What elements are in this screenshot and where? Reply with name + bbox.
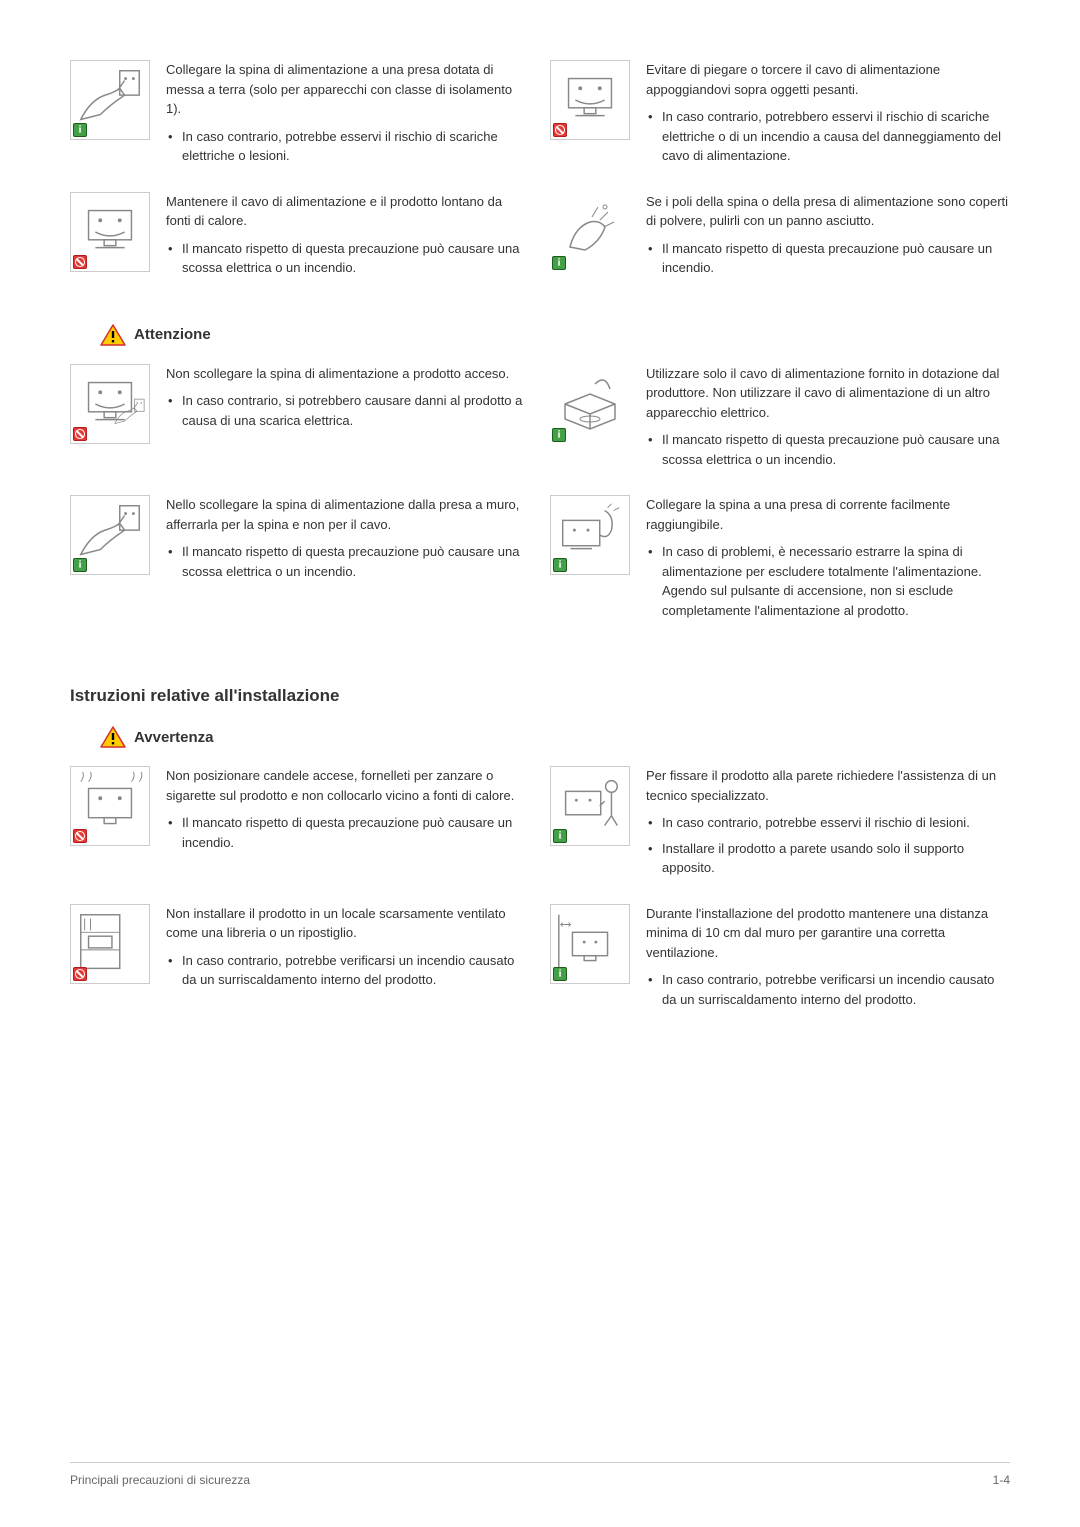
item-original-cable: Utilizzare solo il cavo di alimentazione… bbox=[550, 364, 1010, 476]
badge-info-icon bbox=[73, 558, 87, 572]
page-footer: Principali precauzioni di sicurezza 1-4 bbox=[70, 1462, 1010, 1487]
badge-prohibit-icon bbox=[553, 123, 567, 137]
avvertenza-row-2: Non installare il prodotto in un locale … bbox=[70, 904, 1010, 1036]
lead-text: Mantenere il cavo di alimentazione e il … bbox=[166, 192, 530, 231]
illus-monitor-smoke bbox=[70, 766, 150, 846]
bullet: In caso di problemi, è necessario estrar… bbox=[662, 542, 1010, 620]
bullet: Il mancato rispetto di questa precauzion… bbox=[182, 813, 530, 852]
attenzione-label: Attenzione bbox=[134, 326, 211, 343]
footer-page-number: 1-4 bbox=[993, 1473, 1010, 1487]
lead-text: Non scollegare la spina di alimentazione… bbox=[166, 364, 530, 384]
power-row-1: Collegare la spina di alimentazione a un… bbox=[70, 60, 1010, 192]
lead-text: Se i poli della spina o della presa di a… bbox=[646, 192, 1010, 231]
item-ventilation-enclosed: Non installare il prodotto in un locale … bbox=[70, 904, 530, 996]
bullet: In caso contrario, potrebbe esservi il r… bbox=[662, 813, 1010, 833]
illus-wall-distance bbox=[550, 904, 630, 984]
bullet: Il mancato rispetto di questa precauzion… bbox=[662, 239, 1010, 278]
attenzione-row-1: Non scollegare la spina di alimentazione… bbox=[70, 364, 1010, 496]
illus-box-cable bbox=[550, 364, 630, 444]
bullet: In caso contrario, potrebbe esservi il r… bbox=[182, 127, 530, 166]
footer-title: Principali precauzioni di sicurezza bbox=[70, 1473, 250, 1487]
item-accessible-outlet: Collegare la spina a una presa di corren… bbox=[550, 495, 1010, 626]
item-pull-plug: Nello scollegare la spina di alimentazio… bbox=[70, 495, 530, 587]
lead-text: Per fissare il prodotto alla parete rich… bbox=[646, 766, 1010, 805]
lead-text: Non posizionare candele accese, fornelle… bbox=[166, 766, 530, 805]
badge-info-icon bbox=[552, 256, 566, 270]
warning-triangle-icon bbox=[100, 324, 126, 346]
badge-prohibit-icon bbox=[73, 829, 87, 843]
illus-monitor-unplug bbox=[70, 364, 150, 444]
item-candles: Non posizionare candele accese, fornelle… bbox=[70, 766, 530, 858]
item-unplug-on: Non scollegare la spina di alimentazione… bbox=[70, 364, 530, 444]
lead-text: Non installare il prodotto in un locale … bbox=[166, 904, 530, 943]
illus-shelf bbox=[70, 904, 150, 984]
item-plug-ground: Collegare la spina di alimentazione a un… bbox=[70, 60, 530, 172]
badge-prohibit-icon bbox=[73, 427, 87, 441]
item-heat-source: Mantenere il cavo di alimentazione e il … bbox=[70, 192, 530, 284]
lead-text: Nello scollegare la spina di alimentazio… bbox=[166, 495, 530, 534]
bullet: Il mancato rispetto di questa precauzion… bbox=[182, 239, 530, 278]
item-cable-bend: Evitare di piegare o torcere il cavo di … bbox=[550, 60, 1010, 172]
illus-plug-grip bbox=[70, 495, 150, 575]
section-installazione-title: Istruzioni relative all'installazione bbox=[70, 686, 1010, 706]
item-dust-clean: Se i poli della spina o della presa di a… bbox=[550, 192, 1010, 284]
avvertenza-header: Avvertenza bbox=[100, 726, 1010, 748]
illus-wall-mount bbox=[550, 766, 630, 846]
attenzione-row-2: Nello scollegare la spina di alimentazio… bbox=[70, 495, 1010, 646]
lead-text: Collegare la spina a una presa di corren… bbox=[646, 495, 1010, 534]
bullet: Il mancato rispetto di questa precauzion… bbox=[662, 430, 1010, 469]
illus-monitor-cable bbox=[550, 60, 630, 140]
lead-text: Collegare la spina di alimentazione a un… bbox=[166, 60, 530, 119]
bullet: Installare il prodotto a parete usando s… bbox=[662, 839, 1010, 878]
lead-text: Utilizzare solo il cavo di alimentazione… bbox=[646, 364, 1010, 423]
attenzione-header: Attenzione bbox=[100, 324, 1010, 346]
bullet: In caso contrario, si potrebbero causare… bbox=[182, 391, 530, 430]
avvertenza-label: Avvertenza bbox=[134, 729, 213, 746]
avvertenza-row-1: Non posizionare candele accese, fornelle… bbox=[70, 766, 1010, 904]
bullet: In caso contrario, potrebbe verificarsi … bbox=[662, 970, 1010, 1009]
bullet: Il mancato rispetto di questa precauzion… bbox=[182, 542, 530, 581]
badge-info-icon bbox=[552, 428, 566, 442]
badge-prohibit-icon bbox=[73, 255, 87, 269]
badge-info-icon bbox=[73, 123, 87, 137]
badge-info-icon bbox=[553, 829, 567, 843]
illus-monitor-reach bbox=[550, 495, 630, 575]
illus-hand-clean bbox=[550, 192, 630, 272]
item-wall-distance: Durante l'installazione del prodotto man… bbox=[550, 904, 1010, 1016]
badge-info-icon bbox=[553, 558, 567, 572]
illus-monitor-heat bbox=[70, 192, 150, 272]
bullet: In caso contrario, potrebbero esservi il… bbox=[662, 107, 1010, 166]
power-row-2: Mantenere il cavo di alimentazione e il … bbox=[70, 192, 1010, 304]
illus-plug-hand bbox=[70, 60, 150, 140]
lead-text: Durante l'installazione del prodotto man… bbox=[646, 904, 1010, 963]
badge-prohibit-icon bbox=[73, 967, 87, 981]
bullet: In caso contrario, potrebbe verificarsi … bbox=[182, 951, 530, 990]
item-wall-technician: Per fissare il prodotto alla parete rich… bbox=[550, 766, 1010, 884]
badge-info-icon bbox=[553, 967, 567, 981]
lead-text: Evitare di piegare o torcere il cavo di … bbox=[646, 60, 1010, 99]
warning-triangle-icon bbox=[100, 726, 126, 748]
